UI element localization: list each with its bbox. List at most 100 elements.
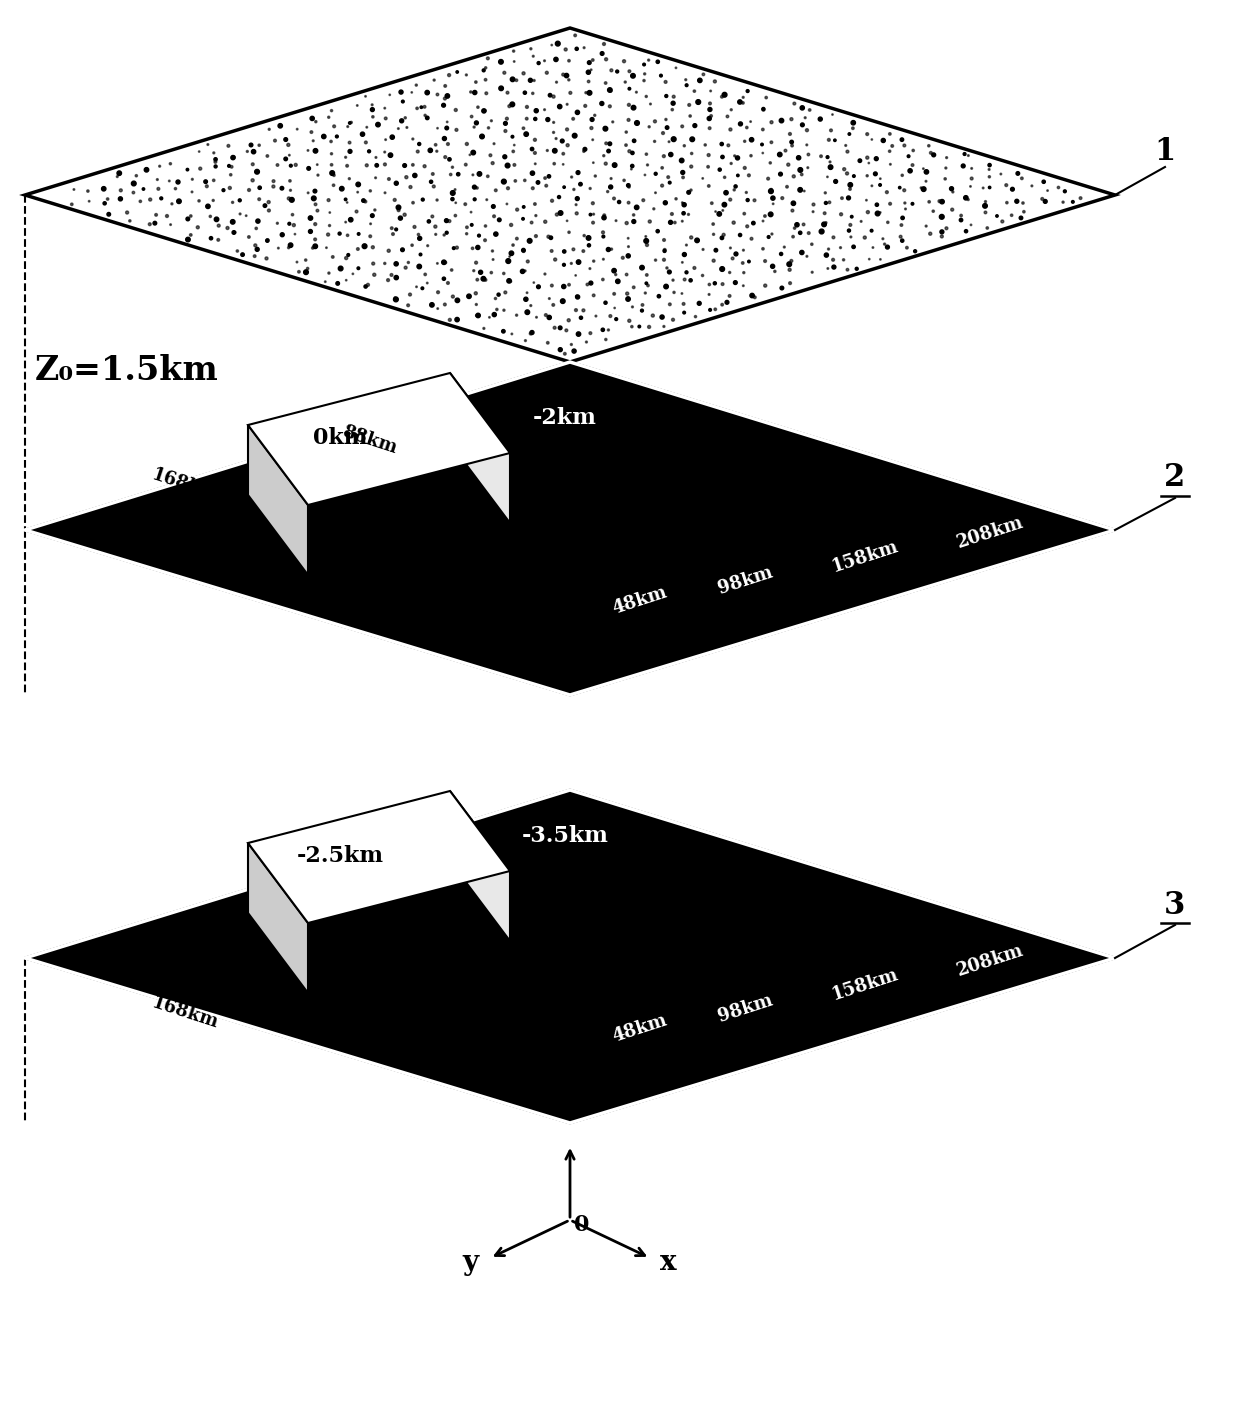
Point	[547, 203, 567, 225]
Point	[673, 162, 693, 184]
Point	[637, 234, 657, 256]
Point	[160, 152, 180, 174]
Point	[841, 225, 861, 248]
Point	[279, 144, 299, 166]
Polygon shape	[248, 373, 510, 505]
Point	[740, 110, 760, 132]
Point	[543, 121, 563, 144]
Point	[583, 211, 603, 234]
Point	[538, 332, 558, 355]
Point	[699, 117, 719, 139]
Point	[513, 117, 533, 139]
Point	[140, 189, 160, 211]
Point	[800, 98, 820, 121]
Point	[575, 138, 595, 160]
Point	[445, 179, 465, 201]
Point	[640, 210, 660, 232]
Text: -2.5km: -2.5km	[296, 846, 383, 867]
Point	[319, 224, 339, 246]
Point	[324, 115, 343, 138]
Point	[825, 129, 844, 152]
Point	[867, 194, 887, 217]
Point	[792, 241, 812, 263]
Point	[316, 236, 336, 259]
Point	[619, 94, 639, 117]
Point	[779, 153, 799, 176]
Point	[698, 144, 718, 166]
Point	[476, 56, 496, 79]
Point	[932, 225, 952, 248]
Point	[268, 153, 288, 176]
Point	[599, 139, 619, 162]
Point	[264, 170, 284, 193]
Point	[434, 224, 454, 246]
Point	[655, 239, 675, 262]
Point	[440, 163, 460, 186]
Point	[790, 179, 810, 201]
Point	[413, 277, 433, 300]
Point	[698, 156, 718, 179]
Point	[567, 38, 587, 61]
Point	[149, 177, 169, 200]
Point	[546, 127, 565, 149]
Point	[151, 187, 171, 210]
Point	[534, 49, 554, 72]
Point	[265, 129, 285, 152]
Point	[110, 187, 130, 210]
Point	[626, 196, 646, 218]
Point	[706, 200, 725, 222]
Point	[443, 156, 463, 179]
Point	[187, 217, 207, 239]
Point	[520, 229, 539, 252]
Point	[699, 273, 719, 295]
Point	[279, 187, 299, 210]
Point	[635, 163, 655, 186]
Point	[616, 134, 636, 156]
Point	[207, 208, 227, 231]
Point	[839, 177, 859, 200]
Point	[635, 63, 655, 86]
Point	[652, 156, 672, 179]
Point	[461, 214, 481, 236]
Point	[804, 193, 823, 215]
Point	[770, 163, 790, 186]
Point	[799, 222, 818, 245]
Point	[506, 69, 526, 91]
Point	[546, 248, 565, 270]
Point	[673, 203, 693, 225]
Point	[569, 250, 589, 273]
Point	[62, 193, 82, 215]
Point	[336, 246, 356, 269]
Point	[637, 263, 657, 286]
Point	[897, 236, 916, 259]
Point	[553, 290, 573, 312]
Point	[456, 63, 476, 86]
Point	[844, 165, 864, 187]
Point	[562, 166, 582, 189]
Point	[206, 155, 226, 177]
Point	[622, 295, 642, 318]
Point	[822, 103, 842, 125]
Point	[567, 286, 587, 308]
Point	[249, 134, 269, 156]
Point	[412, 96, 432, 118]
Point	[563, 107, 583, 129]
Point	[203, 142, 223, 165]
Point	[397, 166, 417, 189]
Point	[363, 252, 383, 274]
Point	[718, 134, 738, 156]
Text: 88km: 88km	[340, 951, 399, 985]
Point	[506, 170, 526, 193]
Point	[379, 83, 399, 106]
Point	[880, 193, 900, 215]
Point	[466, 252, 486, 274]
Point	[383, 222, 403, 245]
Point	[78, 180, 98, 203]
Point	[742, 145, 761, 167]
Point	[755, 274, 775, 297]
Point	[64, 179, 84, 201]
Point	[538, 225, 558, 248]
Point	[870, 201, 890, 224]
Point	[347, 182, 367, 204]
Point	[382, 263, 402, 286]
